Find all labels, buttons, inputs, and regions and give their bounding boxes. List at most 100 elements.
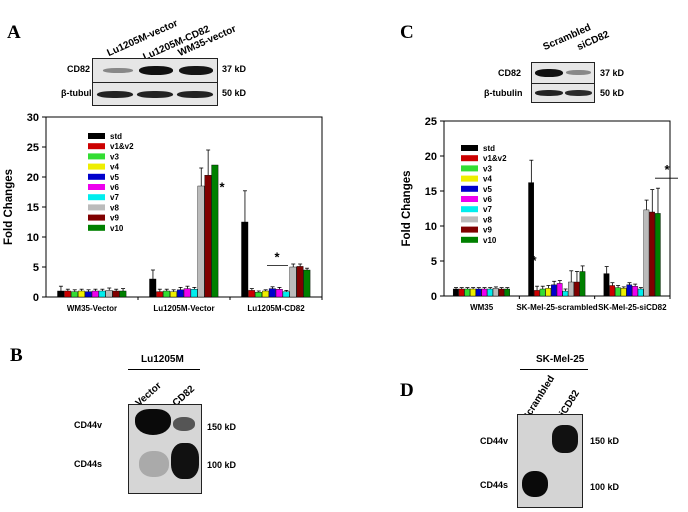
chart-a-legend-swatch-1	[88, 143, 105, 150]
chart-a-ytick-label-5: 25	[27, 142, 39, 154]
chart-c-bar-v3-2	[615, 287, 621, 297]
chart-c-legend-label-0: std	[483, 144, 495, 153]
chart-c-ytick-label-1: 5	[431, 256, 437, 268]
chart-a-legend-label-5: v6	[110, 183, 119, 192]
chart-a-bar-v4-0	[77, 290, 85, 298]
chart-a-ytick-label-3: 15	[27, 202, 39, 214]
chart-c-legend-label-6: v7	[483, 205, 492, 214]
chart-c-legend-swatch-4	[461, 185, 478, 192]
blot-b-header-line	[128, 369, 200, 370]
chart-a-sig-star-1: *	[274, 250, 280, 265]
chart-a-legend-label-9: v10	[110, 224, 124, 233]
chart-a-bar-v10-2	[303, 269, 311, 298]
chart-a-legend-swatch-4	[88, 173, 105, 180]
chart-c-bar-v8-0	[492, 288, 499, 297]
blot-b-header: Lu1205M	[141, 354, 184, 365]
chart-c-ytick-label-5: 25	[425, 116, 437, 128]
chart-c-legend-swatch-0	[461, 145, 478, 151]
chart-a-bar-std-1	[149, 278, 157, 298]
chart-c-category-label-0: WM35	[470, 303, 494, 312]
chart-c-bar-v4-1	[545, 288, 552, 297]
blot-c-row-1-label: CD82	[498, 68, 522, 78]
chart-c-sig-star-0: *	[531, 253, 537, 268]
chart-c-legend-swatch-1	[461, 155, 478, 162]
chart-a-bar-v1-v2-0	[64, 290, 72, 298]
chart-a-legend-swatch-6	[88, 194, 105, 201]
chart-c-legend-label-1: v1&v2	[483, 154, 507, 163]
chart-c-bar-v1-v2-1	[533, 290, 540, 297]
blot-d-size-1: 150 kD	[590, 436, 620, 446]
chart-a-legend-swatch-3	[88, 163, 105, 170]
chart-a-legend-swatch-2	[88, 153, 105, 160]
chart-c-legend-swatch-5	[461, 196, 478, 202]
blot-b-image	[128, 404, 202, 494]
chart-c-legend-swatch-3	[461, 175, 478, 182]
chart-a-legend-label-0: std	[110, 132, 122, 141]
chart-c-bar-v10-0	[504, 288, 510, 297]
chart-a-bar-v3-0	[71, 291, 79, 298]
blot-a-row-1-size: 37 kD	[222, 64, 247, 74]
chart-c-category-label-1: SK-Mel-25-scrambled	[516, 303, 597, 312]
chart-c-bar-v6-0	[481, 288, 488, 297]
chart-c-bar-v7-2	[637, 288, 644, 297]
chart-a-legend-label-1: v1&v2	[110, 142, 134, 151]
panel-a-letter: A	[7, 22, 21, 43]
chart-c-bar-v9-1	[573, 281, 580, 297]
chart-a-bar-v1-v2-2	[248, 290, 256, 298]
chart-c-ytick-label-0: 0	[431, 291, 437, 303]
blot-d-header-line	[520, 369, 588, 370]
chart-a-ytick-label-6: 30	[27, 112, 39, 124]
chart-c-bar-v8-1	[568, 281, 574, 297]
chart-c-bar-v9-0	[498, 288, 505, 297]
chart-a-legend-label-6: v7	[110, 193, 119, 202]
blot-d-row-1-label: CD44v	[480, 436, 509, 446]
blot-c-tubulin	[531, 83, 595, 103]
chart-a-bar-std-2	[241, 221, 249, 298]
blot-b-size-1: 150 kD	[207, 422, 237, 432]
chart-c-bar-v1-v2-0	[458, 288, 465, 297]
chart-a-bar-v7-2	[282, 291, 290, 298]
chart-a-legend-swatch-7	[88, 204, 105, 211]
chart-a: 0 5 10 15 20 25 30 Fold Changes WM35-Vector Lu120…	[3, 112, 323, 313]
chart-c-bar-v8-2	[643, 209, 650, 297]
blot-c-row-2-label: β-tubulin	[484, 88, 523, 98]
chart-c-bar-v9-2	[649, 211, 655, 297]
chart-a-bar-v8-2	[289, 266, 297, 298]
blot-d-image	[517, 414, 583, 508]
chart-a-category-label-2: Lu1205M-CD82	[247, 304, 305, 313]
chart-a-bar-v8-0	[105, 290, 113, 298]
blot-a-tubulin	[92, 82, 218, 106]
chart-a-legend-label-3: v4	[110, 163, 119, 172]
chart-c-bar-v4-2	[620, 288, 627, 297]
chart-a-bar-v7-1	[190, 288, 198, 298]
chart-a-bar-v3-2	[255, 291, 263, 298]
chart-a-bar-v6-2	[275, 288, 283, 298]
chart-a-bar-v6-0	[91, 290, 99, 298]
chart-c-bar-v6-1	[556, 283, 563, 297]
blot-d-row-2-label: CD44s	[480, 480, 509, 490]
chart-a-bar-v7-0	[98, 290, 106, 298]
blot-b-size-2: 100 kD	[207, 460, 237, 470]
chart-c: 0 5 10 15 20 25 Fold Changes WM35 SK-Mel-25-scra…	[401, 116, 678, 312]
chart-c-category-label-2: SK-Mel-25-siCD82	[598, 303, 667, 312]
chart-c-bar-v1-v2-2	[609, 285, 616, 297]
chart-c-legend-label-4: v5	[483, 185, 492, 194]
chart-c-bar-v5-1	[551, 284, 557, 297]
chart-c-bar-v7-1	[562, 290, 569, 297]
chart-a-bar-std-0	[57, 290, 65, 298]
chart-c-bar-v3-1	[539, 288, 546, 297]
chart-a-ytick-label-2: 10	[27, 232, 39, 244]
chart-a-bar-v4-2	[262, 290, 269, 298]
blot-a-row-2-size: 50 kD	[222, 88, 247, 98]
blot-c-row-1-size: 37 kD	[600, 68, 625, 78]
blot-b-row-1-label: CD44v	[74, 420, 103, 430]
blot-c-cd82	[531, 62, 595, 84]
chart-c-bar-v10-1	[579, 271, 586, 297]
chart-c-legend-label-8: v9	[483, 226, 492, 235]
chart-a-bar-v6-1	[183, 288, 191, 298]
chart-a-category-label-1: Lu1205M-Vector	[153, 304, 214, 313]
chart-a-bar-v5-2	[268, 288, 276, 298]
blot-a-row-2-label: β-tubulin	[61, 88, 100, 98]
chart-c-bar-std-2	[603, 273, 610, 297]
chart-a-legend-label-2: v3	[110, 152, 119, 161]
